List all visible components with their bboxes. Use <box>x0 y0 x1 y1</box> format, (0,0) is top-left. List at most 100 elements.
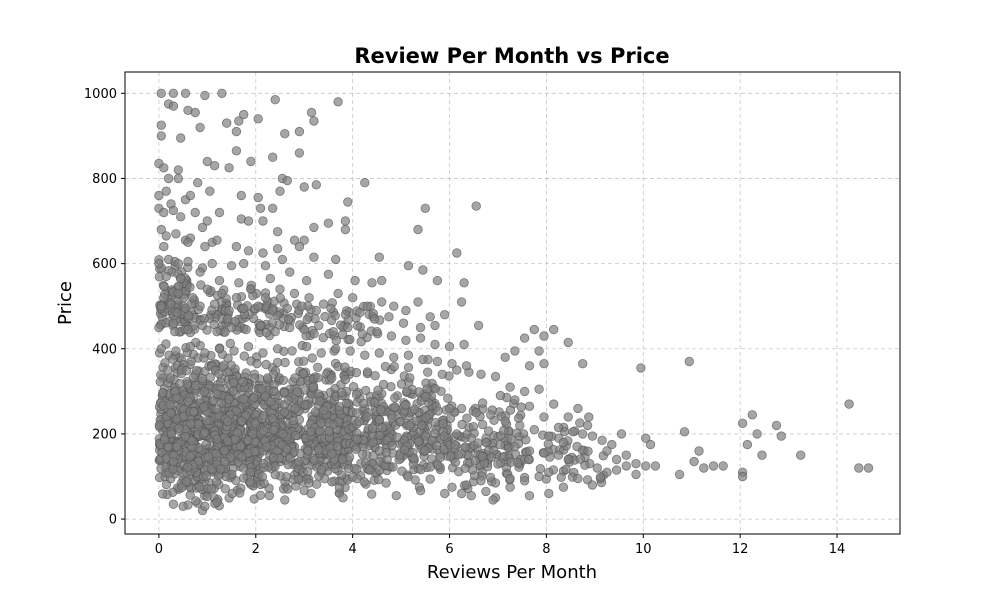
data-point <box>226 261 237 271</box>
data-point <box>269 386 279 397</box>
data-point <box>285 322 295 333</box>
data-point <box>519 476 530 486</box>
data-point <box>572 441 582 452</box>
data-point <box>197 320 208 331</box>
data-point <box>388 462 398 472</box>
data-point <box>674 469 685 480</box>
data-point <box>318 299 329 309</box>
data-point <box>166 429 177 439</box>
data-point <box>258 216 268 226</box>
data-point <box>301 341 312 352</box>
data-point <box>432 275 443 286</box>
data-point <box>584 412 594 422</box>
data-point <box>752 429 762 439</box>
data-point <box>370 397 380 408</box>
data-point <box>362 367 373 377</box>
data-point <box>243 341 254 352</box>
data-point <box>246 156 256 167</box>
data-point <box>602 467 612 478</box>
data-point <box>297 301 307 311</box>
data-point <box>583 446 593 456</box>
data-point <box>511 428 522 438</box>
data-point <box>250 419 261 429</box>
data-point <box>367 423 378 433</box>
data-point <box>282 444 292 455</box>
data-point <box>425 462 436 472</box>
data-point <box>285 267 295 277</box>
data-point <box>544 488 554 499</box>
data-point <box>328 327 339 337</box>
data-point <box>212 497 222 507</box>
data-point <box>689 456 699 467</box>
data-point <box>378 379 389 390</box>
data-point <box>180 88 191 99</box>
data-point <box>360 350 370 360</box>
x-tick-label: 14 <box>829 542 846 557</box>
data-point <box>159 163 169 173</box>
data-point <box>684 356 695 367</box>
data-point <box>191 380 201 391</box>
data-point <box>425 312 435 322</box>
data-point <box>523 454 534 465</box>
data-point <box>309 252 319 262</box>
data-point <box>253 192 263 203</box>
data-point <box>757 450 767 460</box>
data-point <box>439 431 449 441</box>
data-point <box>333 288 343 299</box>
data-point <box>272 344 283 354</box>
data-point <box>582 420 593 431</box>
data-point <box>275 293 286 303</box>
data-point <box>360 177 370 188</box>
data-point <box>154 420 165 430</box>
data-point <box>222 416 233 427</box>
x-axis-ticks: 0 2 4 6 8 10 12 14 <box>155 534 846 557</box>
data-point <box>415 486 426 496</box>
data-point <box>471 407 481 418</box>
data-point <box>248 429 258 439</box>
data-point <box>337 470 347 480</box>
data-point <box>432 356 443 367</box>
data-point <box>236 416 247 426</box>
data-point <box>159 241 169 252</box>
data-point <box>197 222 208 233</box>
data-point <box>506 434 516 444</box>
data-point <box>390 393 400 403</box>
data-point <box>364 465 375 475</box>
data-point <box>369 314 380 324</box>
data-point <box>431 440 442 451</box>
data-point <box>195 122 205 133</box>
data-point <box>401 305 411 316</box>
data-point <box>340 310 351 320</box>
data-point <box>199 427 210 438</box>
data-point <box>154 258 164 269</box>
data-point <box>188 407 199 417</box>
data-point <box>231 146 242 156</box>
data-point <box>534 384 544 394</box>
data-point <box>161 186 171 196</box>
data-point <box>510 442 520 452</box>
data-point <box>418 265 428 275</box>
data-point <box>534 346 544 356</box>
data-point <box>348 382 359 392</box>
data-point <box>255 320 266 331</box>
data-point <box>395 417 406 427</box>
data-point <box>278 375 289 386</box>
x-tick-label: 8 <box>542 542 550 557</box>
data-point <box>718 461 728 471</box>
data-point <box>238 377 248 387</box>
data-point <box>380 361 391 372</box>
data-point <box>466 491 477 501</box>
data-point <box>300 385 310 395</box>
data-point <box>163 365 173 375</box>
data-point <box>425 474 435 484</box>
data-point <box>587 431 598 441</box>
data-point <box>231 241 242 252</box>
data-point <box>202 156 213 167</box>
data-point <box>543 439 554 449</box>
data-point <box>309 222 319 233</box>
data-point <box>405 421 415 431</box>
data-point <box>558 482 569 492</box>
data-point <box>236 190 247 201</box>
data-point <box>175 273 186 284</box>
data-point <box>340 216 351 226</box>
